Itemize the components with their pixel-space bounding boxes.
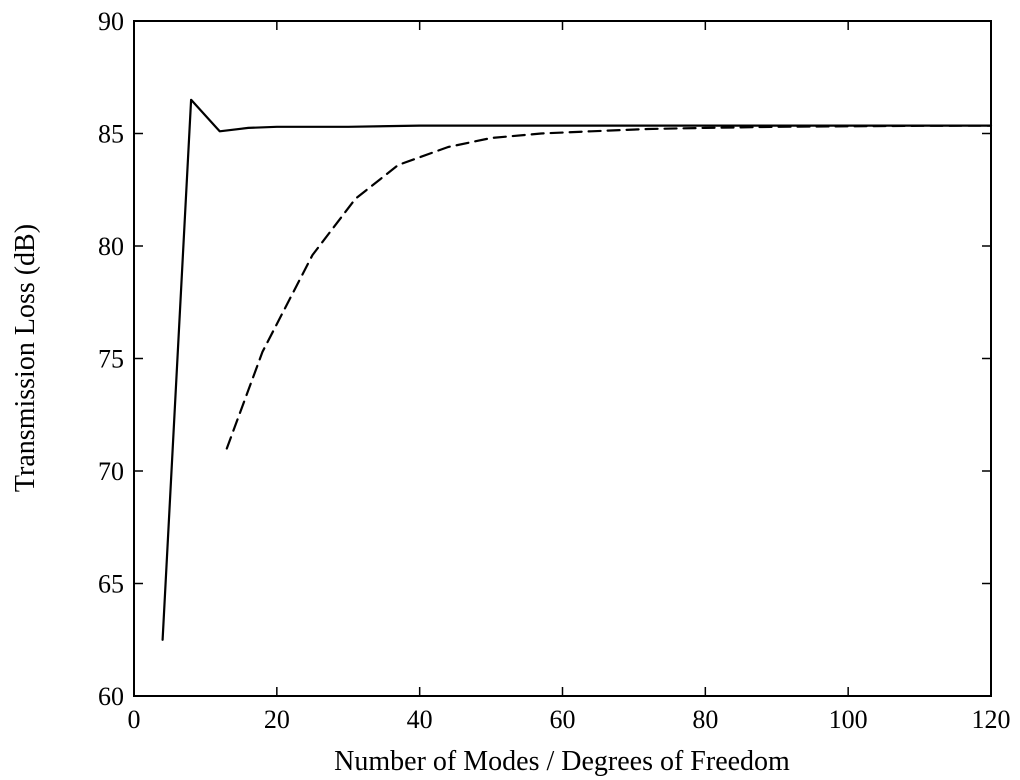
y-tick-label: 60 bbox=[98, 682, 124, 711]
x-tick-label: 40 bbox=[407, 705, 433, 734]
solid-series-line bbox=[161, 98, 993, 641]
x-tick-label: 20 bbox=[264, 705, 290, 734]
x-tick-label: 120 bbox=[972, 705, 1011, 734]
y-tick-label: 90 bbox=[98, 7, 124, 36]
x-axis-label: Number of Modes / Degrees of Freedom bbox=[334, 746, 790, 777]
x-tick-label: 100 bbox=[829, 705, 868, 734]
y-tick-label: 80 bbox=[98, 232, 124, 261]
y-axis-label: Transmission Loss (dB) bbox=[10, 224, 41, 492]
y-tick-label: 75 bbox=[98, 345, 124, 374]
y-tick-label: 70 bbox=[98, 457, 124, 486]
dashed-series-line bbox=[225, 124, 993, 450]
series-layer bbox=[161, 98, 993, 641]
y-tick-label: 65 bbox=[98, 570, 124, 599]
plot-area bbox=[133, 20, 992, 697]
x-tick-label: 80 bbox=[692, 705, 718, 734]
ticks-layer: 0 20 40 60 80 100 120 60 65 70 75 80 85 90 bbox=[98, 7, 1011, 734]
x-tick-label: 60 bbox=[550, 705, 576, 734]
plot-frame bbox=[133, 20, 992, 697]
y-tick-label: 85 bbox=[98, 120, 124, 149]
x-tick-label: 0 bbox=[128, 705, 141, 734]
